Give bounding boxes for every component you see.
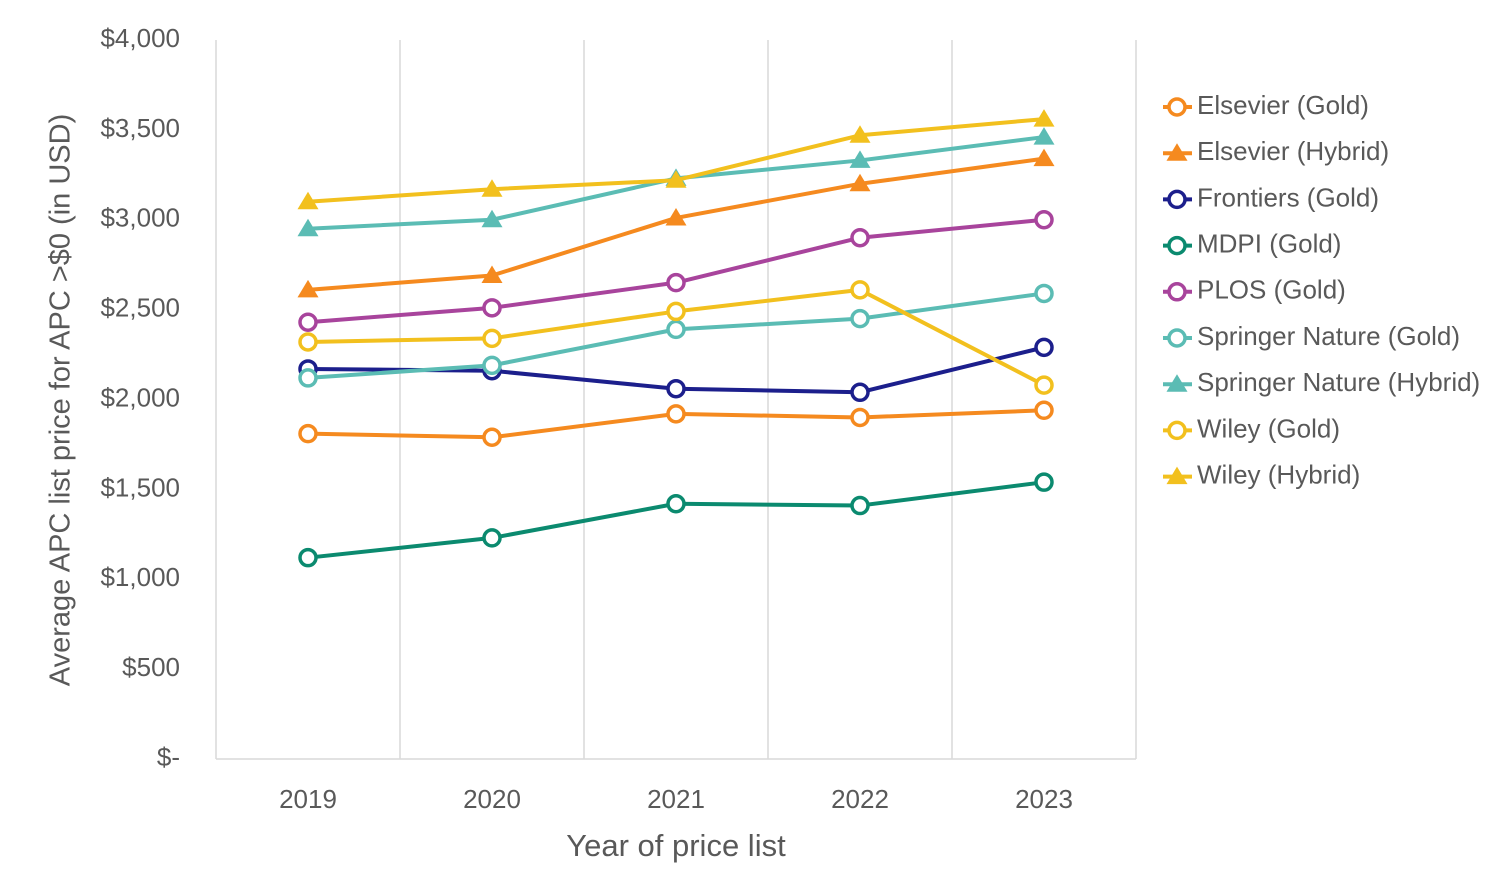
data-point (298, 547, 318, 568)
legend-marker (1167, 235, 1187, 256)
data-point (849, 150, 871, 168)
data-point (297, 279, 319, 298)
legend-label: Springer Nature (Gold) (1197, 321, 1460, 351)
y-tick-label: $4,000 (100, 23, 180, 53)
data-point (666, 319, 686, 340)
x-tick-label: 2023 (1015, 784, 1073, 814)
data-point (665, 207, 687, 226)
y-tick-label: $2,500 (100, 293, 180, 323)
y-tick-label: $1,000 (100, 562, 180, 592)
data-point (850, 308, 870, 329)
data-point (850, 495, 870, 516)
data-point (849, 173, 871, 192)
y-tick-label: $- (157, 742, 180, 772)
legend-label: Frontiers (Gold) (1197, 182, 1379, 212)
legend-marker (1167, 97, 1187, 117)
x-tick-label: 2022 (831, 784, 889, 814)
legend-label: Elsevier (Gold) (1197, 90, 1369, 120)
data-point (850, 407, 870, 428)
series-line (307, 117, 1045, 204)
data-point (1034, 375, 1054, 395)
data-point (1034, 210, 1054, 230)
x-tick-label: 2020 (463, 784, 521, 814)
y-tick-label: $3,000 (100, 203, 180, 233)
data-point (1034, 400, 1054, 421)
data-point (666, 494, 686, 514)
x-tick-label: 2019 (279, 784, 337, 814)
data-point (1033, 109, 1055, 127)
legend-label: Wiley (Gold) (1197, 413, 1340, 443)
y-axis-title: Average APC list price for APC >$0 (in U… (45, 114, 77, 686)
data-point (482, 298, 502, 318)
legend-marker (1167, 282, 1187, 302)
data-point (1034, 283, 1054, 304)
legend-label: MDPI (Gold) (1197, 228, 1341, 258)
legend-marker (1166, 143, 1188, 161)
data-point (1033, 148, 1055, 167)
data-point (666, 272, 686, 293)
data-point (481, 209, 503, 228)
data-point (482, 355, 502, 376)
legend-marker (1167, 328, 1187, 348)
legend-label: Wiley (Hybrid) (1197, 459, 1360, 489)
data-point (1033, 127, 1055, 145)
y-tick-label: $3,500 (100, 113, 180, 143)
y-tick-label: $1,500 (100, 472, 180, 502)
data-point (850, 280, 870, 300)
data-point (297, 218, 319, 237)
y-tick-label: $500 (122, 652, 180, 682)
data-point (850, 227, 870, 248)
data-point (666, 378, 686, 399)
data-point (1034, 337, 1054, 358)
data-point (481, 179, 503, 197)
x-axis-title: Year of price list (566, 828, 786, 863)
data-point (1034, 472, 1054, 492)
data-point (849, 125, 871, 143)
y-tick-label: $2,000 (100, 382, 180, 412)
data-point (666, 301, 686, 322)
data-point (482, 528, 502, 548)
legend-marker (1167, 420, 1187, 441)
data-point (297, 191, 319, 210)
legend-marker (1167, 189, 1187, 210)
series-line (307, 480, 1045, 560)
data-point (298, 423, 318, 444)
legend-label: Springer Nature (Hybrid) (1197, 367, 1480, 397)
data-point (298, 312, 318, 332)
data-point (481, 265, 503, 283)
data-point (850, 382, 870, 403)
data-point (666, 404, 686, 424)
data-point (482, 328, 502, 349)
legend-marker (1166, 374, 1188, 392)
legend-label: Elsevier (Hybrid) (1197, 136, 1389, 166)
legend-label: PLOS (Gold) (1197, 275, 1346, 305)
data-point (298, 368, 318, 388)
data-point (665, 170, 687, 188)
data-point (298, 332, 318, 352)
x-tick-label: 2021 (647, 784, 705, 814)
data-point (482, 427, 502, 447)
legend-marker (1166, 466, 1188, 485)
